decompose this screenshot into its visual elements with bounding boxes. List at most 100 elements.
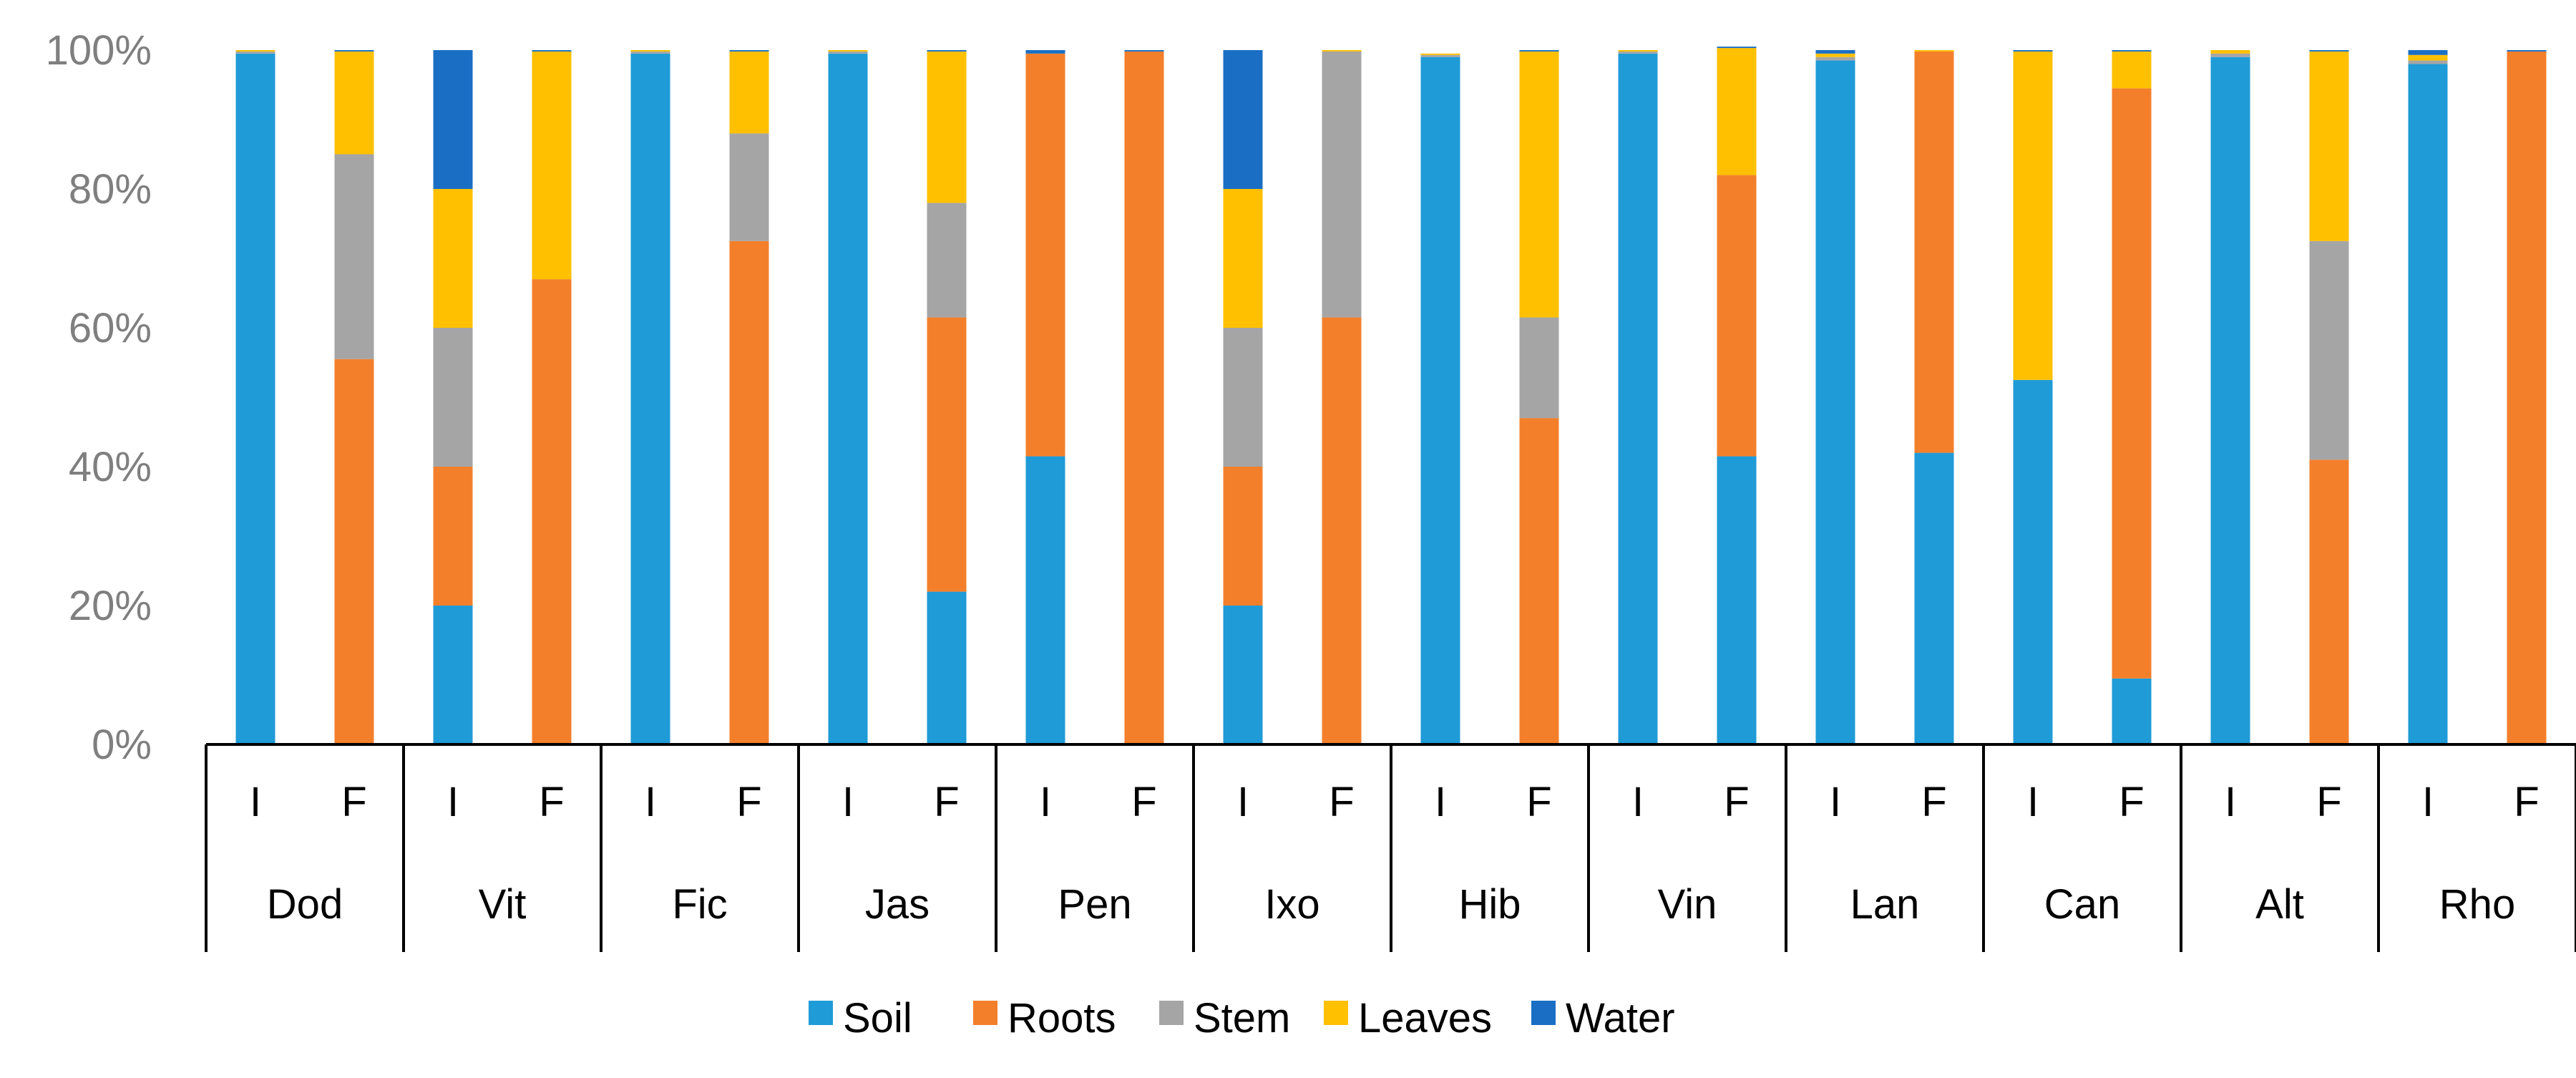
x-group-label: Lan bbox=[1850, 881, 1920, 928]
bar-segment-roots-can-f bbox=[2112, 88, 2152, 679]
x-sub-label: I bbox=[842, 779, 854, 825]
x-group-label: Pen bbox=[1058, 881, 1131, 928]
x-sub-label: I bbox=[1830, 779, 1841, 825]
x-group-label: Vin bbox=[1658, 881, 1717, 928]
bar-segment-stem-ixo-i bbox=[1223, 328, 1263, 467]
y-tick-label: 0% bbox=[92, 722, 152, 768]
x-axis: I F Dod I F Vit I F Fic I F Jas I F Pen I F Ixo I F Hib I F Vin… bbox=[205, 743, 2576, 952]
x-group-label: Rho bbox=[2439, 881, 2515, 928]
bar-segment-leaves-fic-i bbox=[630, 50, 670, 52]
legend-swatch-soil bbox=[809, 1001, 833, 1025]
bar-segment-soil-jas-f bbox=[927, 591, 967, 744]
x-sub-label: I bbox=[1435, 779, 1446, 825]
bar-segment-roots-vit-f bbox=[532, 279, 572, 745]
x-group-label: Ixo bbox=[1264, 881, 1319, 928]
bar-segment-leaves-lan-i bbox=[1815, 53, 1855, 57]
bar-segment-leaves-dod-f bbox=[334, 51, 374, 155]
y-tick-label: 100% bbox=[46, 27, 152, 74]
bar-segment-leaves-vin-f bbox=[1717, 48, 1757, 175]
x-sub-label: F bbox=[934, 779, 959, 825]
bar-segment-soil-vit-i bbox=[433, 606, 473, 744]
bar-segment-roots-dod-f bbox=[334, 359, 374, 744]
x-sub-label: I bbox=[1040, 779, 1051, 825]
x-sub-label: I bbox=[250, 779, 261, 825]
bar-segment-soil-lan-i bbox=[1815, 60, 1855, 745]
bar-segment-stem-alt-f bbox=[2309, 241, 2349, 460]
bar-segment-soil-can-i bbox=[2013, 379, 2053, 744]
legend-swatch-stem bbox=[1159, 1001, 1184, 1025]
x-group-label: Jas bbox=[865, 881, 930, 928]
legend-label-water: Water bbox=[1566, 995, 1675, 1041]
bar-segment-leaves-hib-f bbox=[1519, 51, 1559, 318]
bar-segment-leaves-lan-f bbox=[1914, 50, 1954, 52]
bar-segment-stem-hib-i bbox=[1420, 54, 1460, 57]
bar-segment-stem-ixo-f bbox=[1322, 51, 1362, 318]
bar-segment-stem-dod-i bbox=[235, 51, 275, 54]
x-sub-label: F bbox=[2119, 779, 2144, 825]
bar-segment-leaves-alt-i bbox=[2210, 50, 2250, 54]
x-sub-label: I bbox=[1237, 779, 1249, 825]
bar-segment-roots-ixo-f bbox=[1322, 317, 1362, 744]
bar-segment-leaves-hib-i bbox=[1420, 53, 1460, 55]
y-tick-label: 60% bbox=[69, 305, 152, 351]
bar-segment-roots-ixo-i bbox=[1223, 467, 1263, 606]
x-sub-label: F bbox=[2316, 779, 2341, 825]
x-group-label: Hib bbox=[1458, 881, 1521, 928]
bar-segment-leaves-fic-f bbox=[729, 51, 769, 134]
bar-segment-stem-fic-f bbox=[729, 133, 769, 241]
bar-segment-soil-dod-i bbox=[235, 53, 275, 745]
bar-segment-stem-dod-f bbox=[334, 154, 374, 359]
bar-segment-soil-pen-i bbox=[1025, 456, 1065, 744]
bar-segment-leaves-jas-i bbox=[828, 50, 868, 52]
bar-segment-leaves-ixo-f bbox=[1322, 50, 1362, 52]
legend-swatch-water bbox=[1531, 1001, 1556, 1025]
x-sub-label: F bbox=[1921, 779, 1946, 825]
bar-segment-water-pen-i bbox=[1025, 50, 1065, 54]
bar-segment-leaves-dod-i bbox=[235, 50, 275, 52]
bar-segment-stem-hib-f bbox=[1519, 317, 1559, 419]
x-group-label: Alt bbox=[2255, 881, 2304, 928]
bar-segment-leaves-vit-f bbox=[532, 51, 572, 280]
bar-segment-stem-jas-f bbox=[927, 203, 967, 318]
bar-segment-leaves-can-f bbox=[2112, 51, 2152, 89]
bar-segment-roots-hib-f bbox=[1519, 418, 1559, 744]
x-group-label: Can bbox=[2044, 881, 2120, 928]
bar-segment-water-lan-i bbox=[1815, 50, 1855, 54]
x-group-label: Fic bbox=[672, 881, 727, 928]
x-sub-label: I bbox=[1632, 779, 1644, 825]
bar-segment-roots-pen-f bbox=[1124, 51, 1164, 744]
bar-segment-water-can-f bbox=[2112, 50, 2152, 52]
bar-segment-water-can-i bbox=[2013, 50, 2053, 52]
y-axis-ticks: 0% 20% 40% 60% 80% 100% bbox=[46, 27, 152, 768]
bar-segment-stem-fic-i bbox=[630, 51, 670, 54]
bar-segment-soil-rho-i bbox=[2408, 64, 2448, 744]
bar-segment-water-vin-f bbox=[1717, 47, 1757, 49]
legend-swatch-leaves bbox=[1324, 1001, 1348, 1025]
bar-segment-water-fic-f bbox=[729, 50, 769, 52]
x-sub-label: I bbox=[2422, 779, 2434, 825]
bar-segment-soil-can-f bbox=[2112, 678, 2152, 744]
bar-segment-soil-vin-i bbox=[1618, 53, 1658, 745]
legend-swatch-roots bbox=[973, 1001, 997, 1025]
x-sub-label: F bbox=[1329, 779, 1354, 825]
x-group-label: Dod bbox=[267, 881, 343, 928]
bar-segment-water-jas-f bbox=[927, 50, 967, 52]
bar-segment-soil-alt-i bbox=[2210, 57, 2250, 744]
bar-segment-leaves-can-i bbox=[2013, 51, 2053, 380]
x-sub-label: F bbox=[1724, 779, 1749, 825]
bar-segment-stem-lan-i bbox=[1815, 57, 1855, 61]
bar-segment-stem-alt-i bbox=[2210, 53, 2250, 57]
bar-segment-leaves-alt-f bbox=[2309, 51, 2349, 241]
bar-segment-water-vit-i bbox=[433, 50, 473, 189]
legend-label-leaves: Leaves bbox=[1358, 995, 1492, 1041]
bar-segment-roots-pen-i bbox=[1025, 53, 1065, 457]
bar-segment-water-pen-f bbox=[1124, 50, 1164, 52]
bar-segment-soil-ixo-i bbox=[1223, 606, 1263, 744]
bar-segment-water-alt-f bbox=[2309, 50, 2349, 52]
x-sub-label: F bbox=[539, 779, 564, 825]
bar-segment-roots-alt-f bbox=[2309, 460, 2349, 744]
bar-segment-leaves-jas-f bbox=[927, 51, 967, 203]
bar-segment-roots-fic-f bbox=[729, 241, 769, 744]
bar-segment-water-rho-i bbox=[2408, 50, 2448, 55]
legend-label-stem: Stem bbox=[1194, 995, 1290, 1041]
